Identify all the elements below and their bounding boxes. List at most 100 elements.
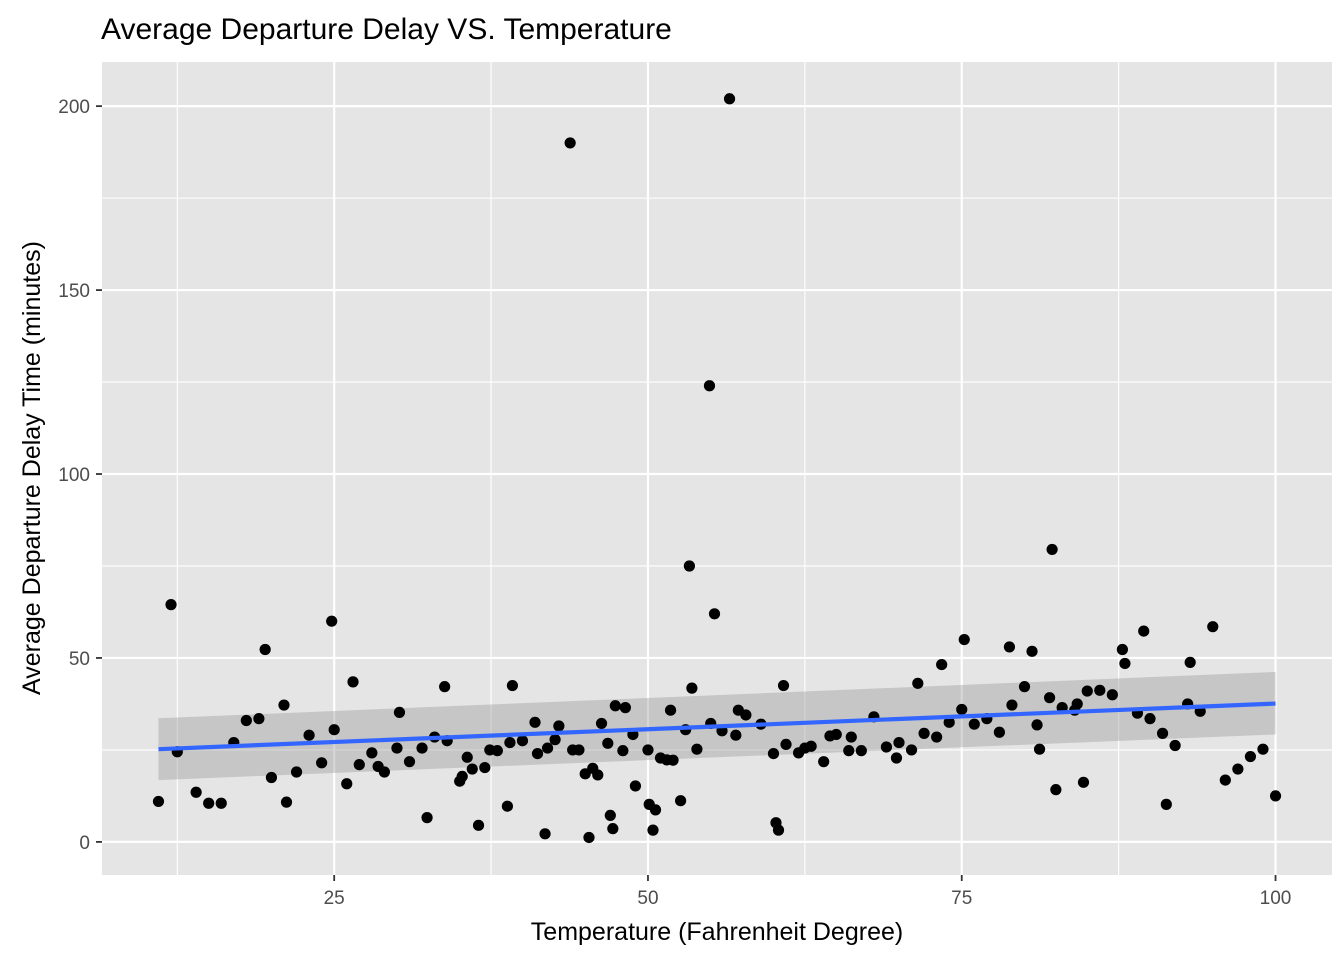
data-point xyxy=(1160,798,1172,810)
data-point xyxy=(647,824,659,836)
data-point xyxy=(1046,543,1058,556)
data-point xyxy=(691,743,703,755)
data-point xyxy=(740,709,752,721)
data-point xyxy=(491,745,503,757)
data-point xyxy=(466,763,478,775)
data-point xyxy=(549,734,561,746)
data-point xyxy=(958,633,970,646)
data-point xyxy=(259,643,271,656)
data-point xyxy=(931,731,943,743)
x-tick-label: 50 xyxy=(637,888,658,909)
x-tick-label: 75 xyxy=(951,888,972,909)
data-point xyxy=(240,714,252,727)
data-point xyxy=(805,740,817,752)
fit-line xyxy=(158,701,1276,752)
data-point xyxy=(830,728,842,741)
data-point xyxy=(845,731,857,743)
data-point xyxy=(855,745,867,757)
y-tick-label: 0 xyxy=(79,833,90,854)
y-axis-title: Average Departure Delay Time (minutes) xyxy=(18,241,46,695)
data-point xyxy=(1169,739,1181,752)
data-point xyxy=(730,729,742,741)
data-point xyxy=(1138,625,1150,637)
data-point xyxy=(777,679,790,692)
data-point xyxy=(366,747,378,759)
data-point xyxy=(290,766,303,778)
data-point xyxy=(278,699,290,711)
data-point xyxy=(604,809,616,822)
data-point xyxy=(1232,763,1244,775)
data-point xyxy=(1244,750,1257,763)
data-point xyxy=(723,93,736,105)
data-point xyxy=(893,736,905,749)
data-point xyxy=(1003,641,1016,653)
data-point xyxy=(667,754,679,766)
data-point xyxy=(253,713,265,725)
major-gridlines xyxy=(102,62,1332,875)
data-point xyxy=(506,679,519,692)
y-tick-label: 150 xyxy=(58,281,90,302)
data-point xyxy=(501,800,513,812)
data-point xyxy=(619,702,631,714)
data-point xyxy=(1026,645,1038,657)
minor-gridlines xyxy=(102,62,1332,875)
data-point xyxy=(1156,727,1169,739)
data-point xyxy=(541,742,554,754)
data-point xyxy=(767,748,780,760)
data-point xyxy=(416,742,428,754)
data-point xyxy=(880,741,893,753)
data-point xyxy=(516,735,529,747)
data-point xyxy=(303,729,315,741)
data-point xyxy=(1081,685,1093,697)
y-tick-label: 50 xyxy=(69,649,90,670)
data-point xyxy=(1106,689,1118,701)
data-point xyxy=(1018,681,1031,693)
data-point xyxy=(607,823,619,835)
data-point xyxy=(1031,719,1043,731)
data-point xyxy=(602,737,614,749)
data-point xyxy=(564,137,576,149)
data-point xyxy=(1044,692,1056,704)
data-point xyxy=(683,560,695,572)
x-tick-label: 25 xyxy=(324,888,345,909)
x-tick-label: 100 xyxy=(1260,888,1292,909)
data-point xyxy=(772,824,785,836)
data-point xyxy=(918,727,930,739)
data-point xyxy=(461,751,473,763)
data-point xyxy=(190,786,202,798)
data-point xyxy=(353,759,365,771)
data-point xyxy=(403,756,416,768)
y-axis-ticks: 0 50 100 150 200 xyxy=(58,97,102,854)
data-point xyxy=(1184,656,1196,668)
data-point xyxy=(818,756,830,768)
data-point xyxy=(956,703,968,716)
data-point xyxy=(968,718,980,730)
data-point xyxy=(456,770,468,783)
data-point xyxy=(280,796,293,808)
data-point xyxy=(165,599,177,611)
data-point xyxy=(664,704,677,716)
data-point xyxy=(1050,784,1062,796)
data-point xyxy=(1094,684,1106,696)
data-point xyxy=(573,744,585,756)
data-point xyxy=(993,726,1005,738)
data-point xyxy=(708,608,721,620)
data-point xyxy=(1077,776,1090,788)
data-point xyxy=(393,706,406,719)
data-point xyxy=(203,797,215,809)
data-point xyxy=(890,752,903,764)
data-point xyxy=(531,748,544,760)
data-point xyxy=(912,677,924,689)
data-point xyxy=(341,778,353,790)
data-point xyxy=(617,745,629,757)
data-point xyxy=(215,797,227,809)
data-point xyxy=(391,742,403,754)
data-point xyxy=(504,736,516,749)
data-point xyxy=(421,812,433,824)
data-point xyxy=(1119,657,1131,670)
data-point xyxy=(347,676,359,688)
data-point xyxy=(328,724,340,736)
data-point xyxy=(553,720,565,732)
x-axis-ticks: 25 50 75 100 xyxy=(324,875,1292,909)
